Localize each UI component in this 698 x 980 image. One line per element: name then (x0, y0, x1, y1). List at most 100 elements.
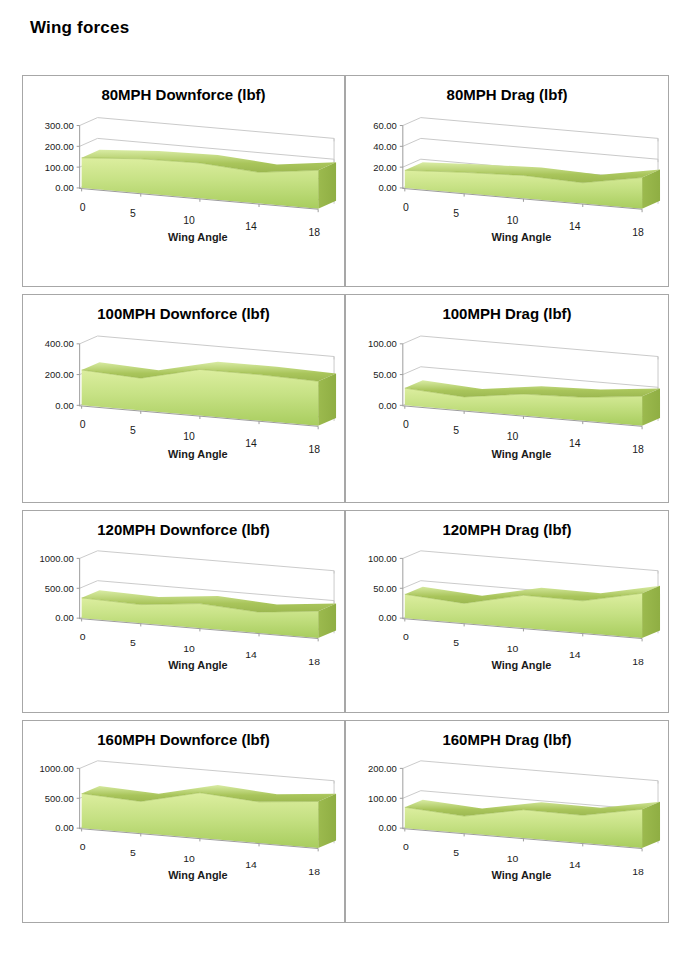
chart-title: 100MPH Downforce (lbf) (23, 305, 344, 322)
x-tick-label: 0 (403, 841, 409, 852)
y-tick-label: 300.00 (45, 120, 74, 131)
x-tick-label: 14 (245, 221, 257, 232)
x-tick-label: 5 (453, 637, 459, 648)
gridline (403, 118, 658, 139)
chart-panel-100mph-downforce: 100MPH Downforce (lbf)400.00200.000.0005… (22, 294, 345, 503)
x-tick-label: 0 (80, 841, 86, 852)
y-tick-label: 200.00 (45, 141, 74, 152)
x-tick-label: 0 (403, 631, 409, 642)
gridline (80, 551, 334, 571)
area3d-plot: 1000.00 500.00 0.00 0 5 10 14 18 Wing Angle (23, 721, 344, 922)
x-tick-label: 14 (569, 650, 581, 661)
x-tick-label: 0 (80, 202, 86, 213)
area3d-plot: 60.0040.0020.000.0005101418Wing Angle (346, 76, 668, 286)
x-tick-label: 18 (632, 444, 644, 455)
gridline (403, 138, 658, 159)
gridline (80, 118, 334, 139)
chart-panel-80mph-drag: 80MPH Drag (lbf)60.0040.0020.000.0005101… (345, 75, 669, 287)
chart-panel-120mph-drag: 120MPH Drag (lbf)100.0050.000.0005101418… (345, 510, 669, 713)
x-tick-label: 18 (308, 866, 320, 877)
y-tick-label: 100.00 (368, 794, 397, 804)
x-axis-title: Wing Angle (492, 448, 552, 460)
y-tick-label: 100.00 (368, 339, 397, 349)
y-tick-label: 0.00 (378, 182, 396, 193)
chart-title: 160MPH Downforce (lbf) (23, 731, 344, 748)
x-axis-title: Wing Angle (168, 660, 228, 672)
x-tick-label: 10 (183, 853, 195, 864)
x-tick-label: 5 (130, 208, 136, 219)
x-tick-label: 18 (308, 227, 320, 238)
gridline (403, 761, 658, 781)
x-tick-label: 18 (632, 656, 644, 667)
x-axis-title: Wing Angle (168, 448, 228, 460)
x-tick-label: 18 (308, 656, 320, 667)
chart-title: 120MPH Downforce (lbf) (23, 521, 344, 538)
y-tick-label: 200.00 (368, 764, 397, 774)
y-tick-label: 0.00 (55, 401, 73, 411)
gridline (403, 551, 658, 571)
x-tick-label: 0 (403, 419, 409, 430)
chart-panel-160mph-downforce: 160MPH Downforce (lbf) 1000.00 500.00 0.00 0… (22, 720, 345, 923)
y-tick-label: 50.00 (373, 370, 397, 380)
x-tick-label: 0 (80, 631, 86, 642)
y-tick-label: 200.00 (45, 370, 74, 380)
x-tick-label: 18 (632, 228, 644, 239)
area3d-plot: 300.00200.00100.000.0005101418Wing Angle (23, 76, 344, 286)
chart-title: 160MPH Drag (lbf) (346, 731, 668, 748)
y-tick-label: 1000.00 (40, 764, 74, 774)
y-tick-label: 40.00 (373, 141, 397, 152)
chart-panel-160mph-drag: 160MPH Drag (lbf)200.00100.000.000510141… (345, 720, 669, 923)
x-tick-label: 10 (183, 643, 195, 654)
y-tick-label: 20.00 (373, 162, 397, 173)
y-tick-label: 0.00 (55, 614, 73, 624)
y-tick-label: 0.00 (378, 824, 396, 834)
x-tick-label: 5 (130, 847, 136, 858)
y-tick-label: 0.00 (378, 401, 396, 411)
x-tick-label: 10 (507, 432, 519, 443)
charts-grid: 80MPH Downforce (lbf)300.00200.00100.000… (22, 75, 669, 923)
x-tick-label: 10 (507, 215, 519, 226)
gridline (80, 336, 334, 357)
y-tick-label: 60.00 (373, 120, 397, 131)
x-tick-label: 14 (569, 221, 581, 232)
x-tick-label: 5 (130, 425, 136, 436)
y-tick-label: 400.00 (45, 339, 74, 349)
x-axis-title: Wing Angle (492, 231, 552, 243)
x-tick-label: 14 (245, 860, 257, 871)
area-series-side-face (318, 794, 336, 848)
chart-title: 80MPH Downforce (lbf) (23, 86, 344, 103)
chart-panel-120mph-downforce: 120MPH Downforce (lbf) 1000.00 500.00 0.00 0… (22, 510, 345, 713)
x-tick-label: 18 (308, 444, 320, 455)
area-series-side-face (642, 802, 660, 848)
y-tick-label: 500.00 (45, 794, 74, 804)
y-tick-label: 0.00 (378, 614, 396, 624)
x-axis-title: Wing Angle (492, 870, 552, 882)
y-tick-label: 0.00 (55, 824, 73, 834)
area3d-plot: 200.00100.000.0005101418Wing Angle (346, 721, 668, 922)
x-axis-title: Wing Angle (168, 870, 228, 882)
x-tick-label: 10 (183, 215, 195, 226)
area-series-front-face (405, 807, 642, 848)
x-tick-label: 14 (569, 438, 581, 449)
x-tick-label: 14 (245, 438, 257, 449)
chart-title: 80MPH Drag (lbf) (346, 86, 668, 103)
page-title: Wing forces (30, 18, 129, 38)
x-tick-label: 14 (569, 860, 581, 871)
gridline (80, 761, 334, 781)
gridline (403, 336, 658, 357)
x-tick-label: 10 (507, 643, 519, 654)
area3d-plot: 1000.00500.000.0005101418Wing Angle (23, 511, 344, 712)
area-series-side-face (318, 162, 336, 208)
y-tick-label: 50.00 (373, 584, 397, 594)
area-series-side-face (318, 373, 336, 425)
x-tick-label: 14 (245, 650, 257, 661)
y-tick-label: 1000.00 (40, 554, 74, 564)
area3d-plot: 100.00 50.00 0.00 0 5 10 14 18 Wing Angle (346, 295, 668, 502)
area3d-plot: 400.00200.000.0005101418Wing Angle (23, 295, 344, 502)
x-tick-label: 5 (453, 425, 459, 436)
y-tick-label: 500.00 (45, 584, 74, 594)
y-tick-label: 100.00 (368, 554, 397, 564)
x-axis-title: Wing Angle (168, 231, 228, 243)
x-tick-label: 18 (632, 866, 644, 877)
area3d-plot: 100.0050.000.0005101418Wing Angle (346, 511, 668, 712)
